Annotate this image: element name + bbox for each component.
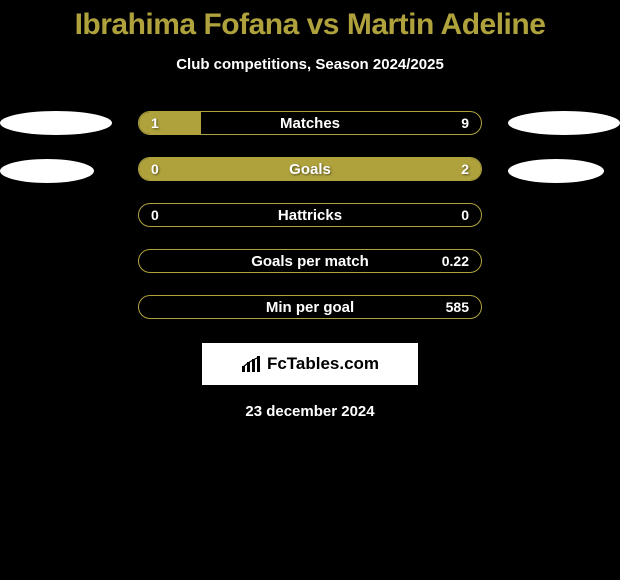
stat-bar-row: 1Matches9 [138, 111, 482, 135]
bar-value-right: 585 [446, 299, 469, 315]
right-team-badges [508, 111, 620, 183]
brand-logo: FcTables.com [202, 343, 418, 385]
subtitle: Club competitions, Season 2024/2025 [176, 56, 444, 73]
team-badge [508, 111, 620, 135]
stat-bar-row: 0Hattricks0 [138, 203, 482, 227]
bar-value-right: 9 [461, 115, 469, 131]
left-team-badges [0, 111, 112, 183]
bar-label: Goals per match [139, 253, 481, 270]
comparison-chart: 1Matches90Goals20Hattricks0Goals per mat… [0, 111, 620, 319]
date-label: 23 december 2024 [245, 403, 374, 420]
root: Ibrahima Fofana vs Martin Adeline Club c… [0, 0, 620, 420]
bar-value-right: 0 [461, 207, 469, 223]
bar-label: Min per goal [139, 299, 481, 316]
stat-bar-row: Min per goal585 [138, 295, 482, 319]
brand-text: FcTables.com [267, 354, 379, 374]
stat-bars: 1Matches90Goals20Hattricks0Goals per mat… [138, 111, 482, 319]
bar-chart-icon [241, 355, 263, 373]
bar-value-right: 2 [461, 161, 469, 177]
bar-label: Matches [139, 115, 481, 132]
team-badge [508, 159, 604, 183]
page-title: Ibrahima Fofana vs Martin Adeline [75, 8, 546, 42]
stat-bar-row: 0Goals2 [138, 157, 482, 181]
stat-bar-row: Goals per match0.22 [138, 249, 482, 273]
bar-label: Goals [139, 161, 481, 178]
team-badge [0, 111, 112, 135]
bar-value-right: 0.22 [442, 253, 469, 269]
bar-label: Hattricks [139, 207, 481, 224]
team-badge [0, 159, 94, 183]
